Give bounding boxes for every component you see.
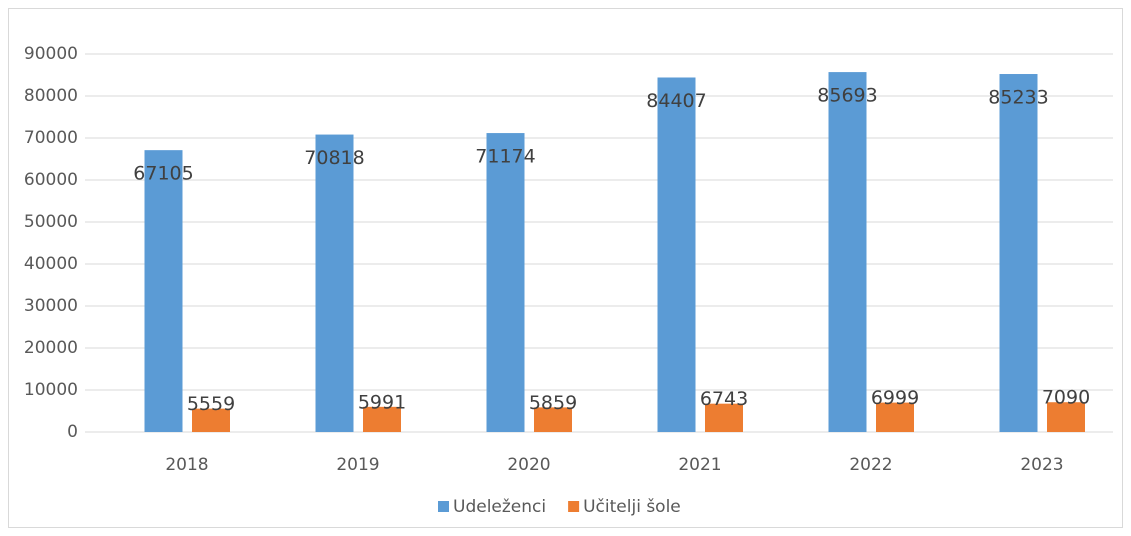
x-tick-label: 2021 bbox=[678, 455, 721, 475]
data-label: 67105 bbox=[133, 163, 193, 185]
x-tick-label: 2023 bbox=[1020, 455, 1063, 475]
data-label: 5991 bbox=[358, 391, 406, 413]
legend-label: Udeleženci bbox=[453, 497, 546, 517]
data-label: 84407 bbox=[646, 90, 706, 112]
bar bbox=[828, 72, 867, 432]
bar bbox=[363, 406, 401, 432]
y-tick-label: 10000 bbox=[24, 380, 78, 400]
data-label: 7090 bbox=[1042, 387, 1090, 409]
data-label: 85233 bbox=[988, 87, 1048, 109]
y-tick-label: 60000 bbox=[24, 170, 78, 190]
bar bbox=[192, 408, 230, 432]
bar bbox=[144, 150, 183, 432]
data-label: 85693 bbox=[817, 85, 877, 107]
y-tick-label: 80000 bbox=[24, 86, 78, 106]
bar bbox=[657, 77, 696, 432]
data-label: 5559 bbox=[187, 393, 235, 415]
y-tick-label: 90000 bbox=[24, 44, 78, 64]
bar bbox=[1047, 402, 1085, 432]
bar bbox=[705, 403, 743, 432]
x-tick-label: 2018 bbox=[165, 455, 208, 475]
bar bbox=[315, 134, 354, 433]
data-label: 6999 bbox=[871, 387, 919, 409]
data-label: 6743 bbox=[700, 388, 748, 410]
x-tick-label: 2020 bbox=[507, 455, 550, 475]
y-tick-label: 0 bbox=[67, 422, 78, 442]
y-tick-label: 40000 bbox=[24, 254, 78, 274]
bar bbox=[999, 74, 1038, 433]
legend-swatch bbox=[438, 501, 449, 512]
legend-swatch bbox=[568, 501, 580, 512]
y-tick-label: 20000 bbox=[24, 338, 78, 358]
x-tick-label: 2022 bbox=[849, 455, 892, 475]
legend-label: Učitelji šole bbox=[583, 497, 681, 517]
chart-border bbox=[8, 8, 1123, 528]
y-tick-label: 30000 bbox=[24, 296, 78, 316]
data-label: 71174 bbox=[475, 146, 535, 168]
y-tick-label: 50000 bbox=[24, 212, 78, 232]
data-label: 70818 bbox=[304, 147, 364, 169]
data-label: 5859 bbox=[529, 392, 577, 414]
bar bbox=[486, 133, 525, 432]
bar bbox=[534, 407, 572, 432]
bar bbox=[876, 402, 914, 432]
y-tick-label: 70000 bbox=[24, 128, 78, 148]
x-tick-label: 2019 bbox=[336, 455, 379, 475]
